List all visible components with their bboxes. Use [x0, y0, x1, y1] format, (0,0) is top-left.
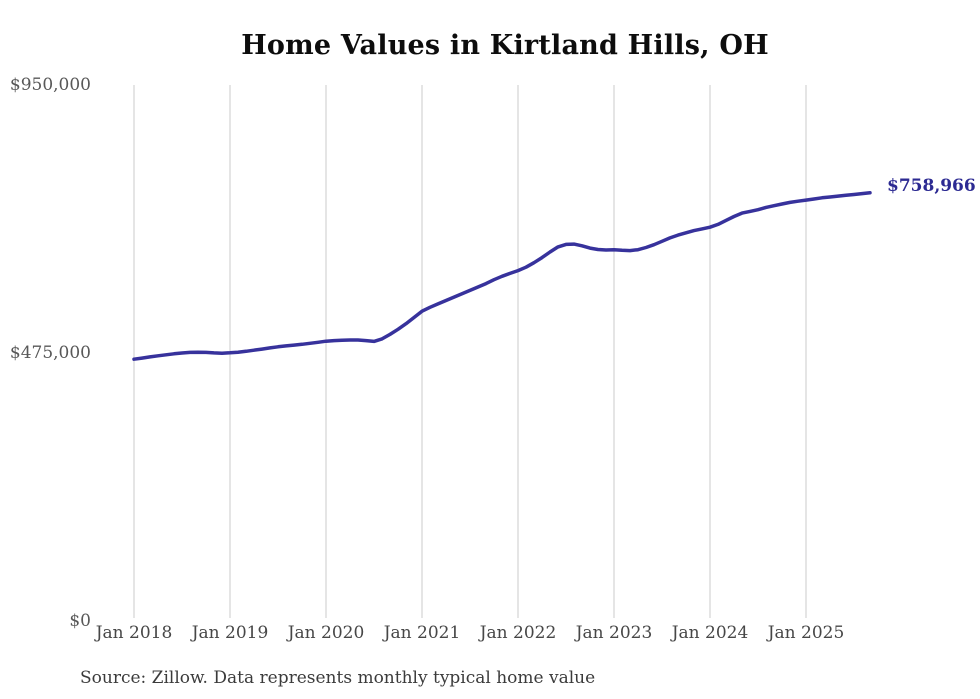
x-tick-jan-2021: Jan 2021 [383, 623, 461, 643]
x-tick-jan-2024: Jan 2024 [671, 623, 749, 643]
y-tick-0: $0 [69, 611, 91, 631]
y-tick-950000: $950,000 [9, 75, 91, 95]
final-value-label: $758,966 [887, 176, 976, 196]
y-tick-475000: $475,000 [9, 343, 91, 363]
x-tick-jan-2022: Jan 2022 [479, 623, 557, 643]
home-value-line [132, 191, 872, 361]
x-tick-jan-2020: Jan 2020 [287, 623, 365, 643]
x-tick-jan-2018: Jan 2018 [95, 623, 173, 643]
x-tick-jan-2023: Jan 2023 [575, 623, 653, 643]
source-attribution: Source: Zillow. Data represents monthly … [80, 668, 596, 688]
chart-title: Home Values in Kirtland Hills, OH [241, 30, 769, 61]
x-tick-jan-2019: Jan 2019 [191, 623, 269, 643]
x-tick-jan-2025: Jan 2025 [767, 623, 845, 643]
